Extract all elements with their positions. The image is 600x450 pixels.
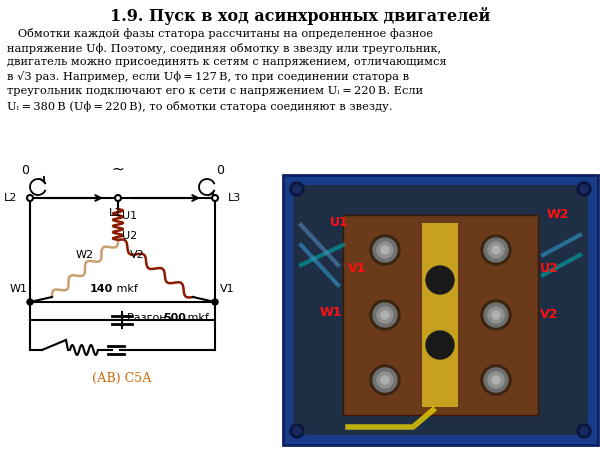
Text: в √3 раз. Например, если Uϕ = 127 В, то при соединении статора в: в √3 раз. Например, если Uϕ = 127 В, то … — [7, 72, 409, 82]
Circle shape — [488, 307, 504, 323]
FancyBboxPatch shape — [283, 175, 598, 445]
Text: Обмотки каждой фазы статора рассчитаны на определенное фазное: Обмотки каждой фазы статора рассчитаны н… — [7, 28, 433, 39]
Circle shape — [426, 331, 454, 359]
FancyBboxPatch shape — [343, 215, 538, 415]
Text: L2: L2 — [4, 193, 17, 203]
Circle shape — [492, 376, 500, 384]
Text: 1.9. Пуск в ход асинхронных двигателей: 1.9. Пуск в ход асинхронных двигателей — [110, 7, 490, 25]
Circle shape — [377, 307, 393, 323]
Text: U2: U2 — [540, 261, 559, 274]
Text: двигатель можно присоединять к сетям с напряжением, отличающимся: двигатель можно присоединять к сетям с н… — [7, 57, 446, 67]
Text: W2: W2 — [547, 208, 569, 221]
Text: W1: W1 — [320, 306, 343, 319]
Circle shape — [373, 303, 397, 327]
Circle shape — [580, 427, 588, 435]
FancyBboxPatch shape — [422, 223, 458, 407]
Circle shape — [488, 372, 504, 388]
Text: V2: V2 — [130, 250, 145, 260]
Text: mkf: mkf — [113, 284, 138, 294]
Text: Разгон: Разгон — [127, 313, 170, 323]
Circle shape — [212, 299, 218, 305]
Circle shape — [577, 182, 591, 196]
Circle shape — [381, 246, 389, 254]
Circle shape — [293, 427, 301, 435]
Text: 140: 140 — [90, 284, 113, 294]
Circle shape — [115, 195, 121, 201]
Circle shape — [290, 424, 304, 438]
Circle shape — [484, 303, 508, 327]
Circle shape — [426, 266, 454, 294]
Circle shape — [370, 300, 400, 330]
Circle shape — [212, 195, 218, 201]
Text: напряжение Uϕ. Поэтому, соединяя обмотку в звезду или треугольник,: напряжение Uϕ. Поэтому, соединяя обмотку… — [7, 42, 441, 54]
Circle shape — [481, 300, 511, 330]
Circle shape — [492, 311, 500, 319]
Circle shape — [377, 372, 393, 388]
Text: L1: L1 — [109, 208, 122, 218]
Circle shape — [488, 242, 504, 258]
Text: mkf: mkf — [184, 313, 209, 323]
Text: 0: 0 — [216, 164, 224, 177]
Text: W1: W1 — [10, 284, 28, 294]
Circle shape — [492, 246, 500, 254]
Circle shape — [484, 238, 508, 262]
Text: 500: 500 — [163, 313, 186, 323]
Circle shape — [27, 299, 33, 305]
Text: ~: ~ — [112, 162, 124, 177]
Text: V1: V1 — [220, 284, 235, 294]
Text: (АВ) С5А: (АВ) С5А — [92, 372, 152, 385]
Circle shape — [373, 238, 397, 262]
Text: U1: U1 — [330, 216, 349, 229]
Circle shape — [577, 424, 591, 438]
Circle shape — [373, 368, 397, 392]
Text: U1: U1 — [122, 211, 137, 221]
Circle shape — [290, 182, 304, 196]
Text: W2: W2 — [76, 250, 94, 260]
Text: треугольник подключают его к сети с напряжением Uₗ = 220 В. Если: треугольник подключают его к сети с напр… — [7, 86, 423, 96]
Circle shape — [381, 376, 389, 384]
Text: V2: V2 — [540, 309, 559, 321]
Text: V1: V1 — [348, 261, 367, 274]
Circle shape — [377, 242, 393, 258]
Circle shape — [27, 195, 33, 201]
Circle shape — [370, 365, 400, 395]
Circle shape — [293, 185, 301, 193]
Circle shape — [580, 185, 588, 193]
Circle shape — [484, 368, 508, 392]
Circle shape — [481, 365, 511, 395]
Text: U2: U2 — [122, 231, 137, 241]
Circle shape — [481, 235, 511, 265]
Text: 0: 0 — [21, 164, 29, 177]
Text: L3: L3 — [228, 193, 241, 203]
FancyBboxPatch shape — [293, 185, 588, 435]
Text: Uₗ = 380 В (Uϕ = 220 В), то обмотки статора соединяют в звезду.: Uₗ = 380 В (Uϕ = 220 В), то обмотки стат… — [7, 100, 392, 112]
Circle shape — [381, 311, 389, 319]
Circle shape — [370, 235, 400, 265]
